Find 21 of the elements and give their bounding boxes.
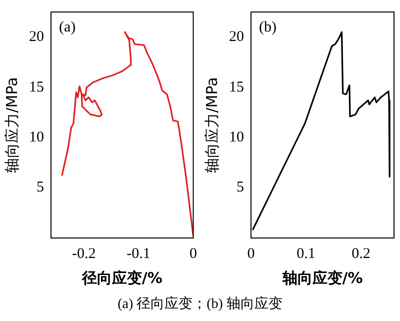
x-tick-label: 0.1 [296, 246, 316, 262]
x-tick-label: 0 [190, 246, 197, 262]
y-axis-title: 轴向应力/MPa [202, 77, 221, 173]
text: (a) 径向应变；(b) 轴向应变 [116, 295, 284, 313]
y-tick-label: 20 [229, 29, 244, 46]
y-tick-label: 15 [229, 79, 244, 96]
x-tick-label: -0.2 [72, 246, 96, 262]
y-axis-title: 轴向应力/MPa [2, 77, 21, 173]
y-tick-label: 5 [36, 180, 44, 196]
y-tick-label: 5 [236, 180, 244, 196]
x-tick-label: 0 [247, 246, 255, 262]
y-tick-label: 15 [29, 79, 44, 96]
y-tick-label: 10 [229, 129, 244, 146]
x-tick-label: 0.2 [352, 246, 370, 262]
x-axis-title: 径向应变/% [80, 268, 162, 287]
y-tick-label: 20 [29, 29, 44, 46]
text: (a) [59, 19, 76, 36]
x-axis-title: 轴向应变/% [281, 268, 363, 287]
y-tick-label: 10 [29, 129, 44, 146]
text: (b) [259, 19, 276, 36]
x-tick-label: -0.1 [126, 246, 150, 262]
